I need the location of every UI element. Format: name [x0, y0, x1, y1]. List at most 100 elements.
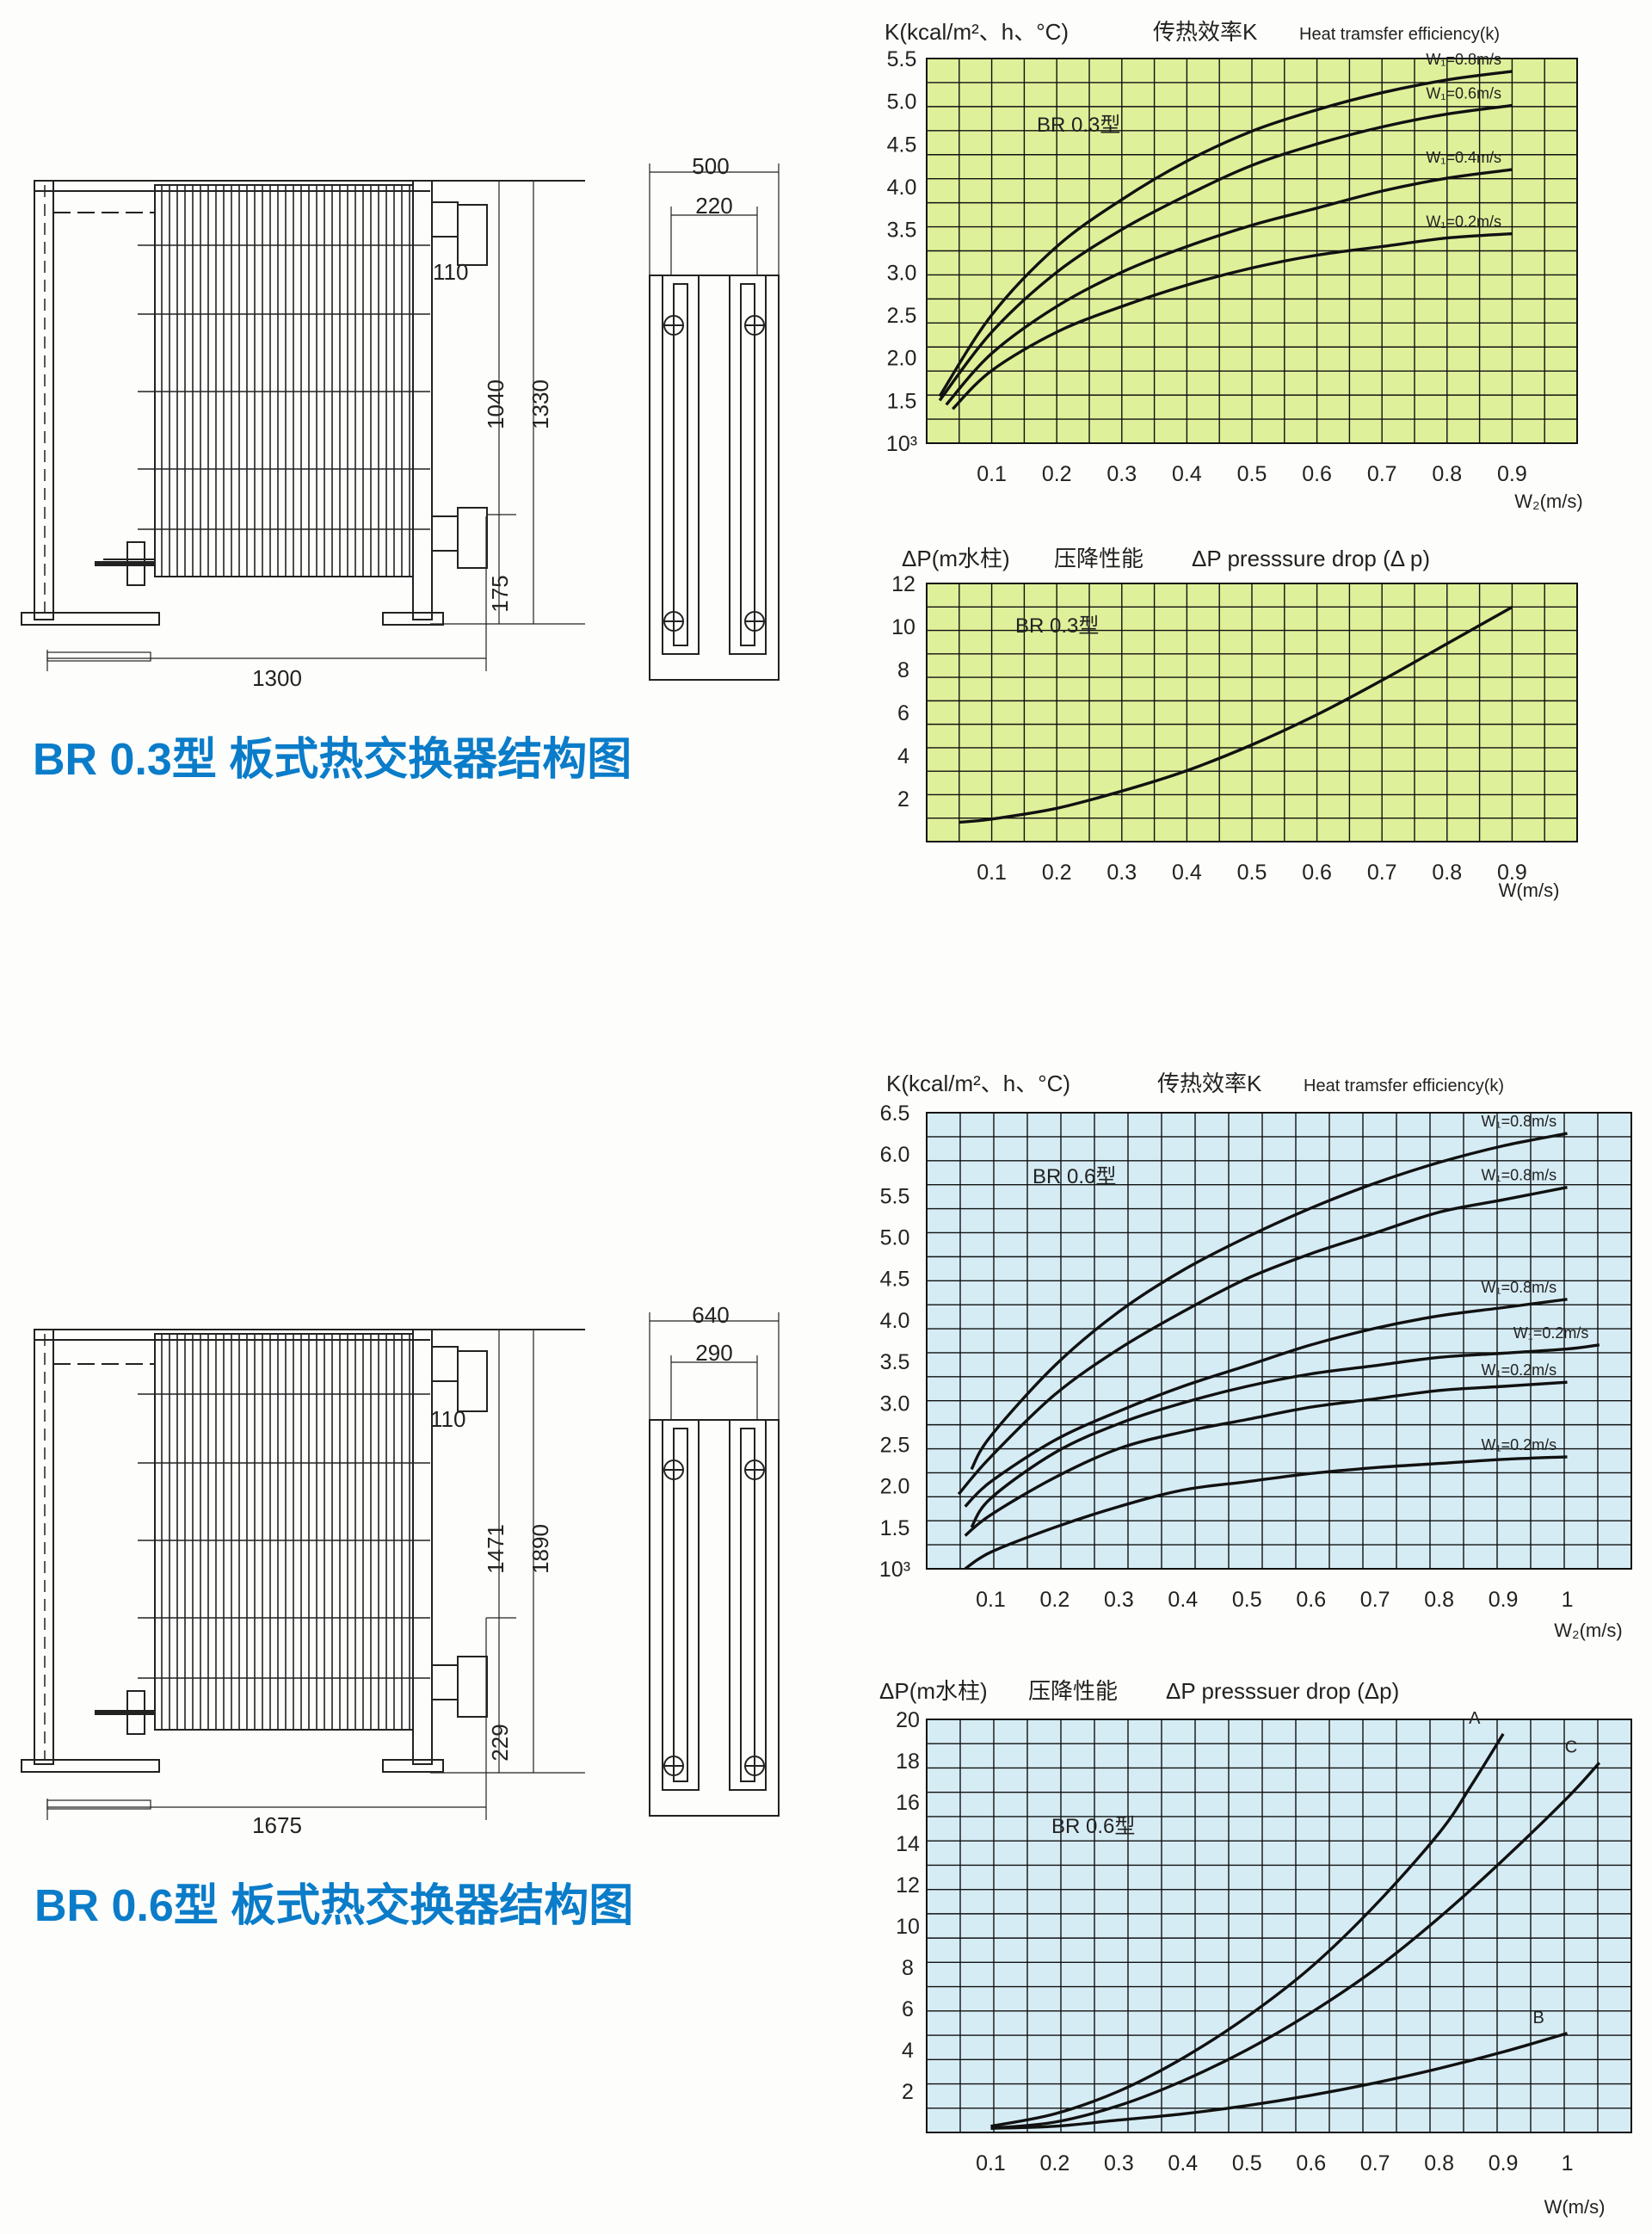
y-tick-label: 16	[896, 1791, 920, 1815]
x-tick-label: 1	[1562, 1588, 1574, 1612]
plate-pack	[154, 1333, 414, 1731]
series-line	[964, 1380, 1568, 1537]
x-tick-label: 0.8	[1432, 861, 1462, 885]
x-tick-label: 0.9	[1497, 462, 1527, 486]
x-tick-label: 1	[1562, 2151, 1574, 2175]
p-chart-br06: 0.1 0.2 0.3 0.4 0.5 0.6 0.7 0.8 0.9 1246810121416…	[896, 1708, 1632, 2175]
y-tick-label: 10	[896, 1915, 920, 1939]
dim-h-total: 1330	[527, 380, 553, 429]
y-tick-label: 6	[897, 701, 909, 725]
x-tick-label: 0.1	[977, 462, 1007, 486]
x-tick-label: 0.6	[1296, 2151, 1326, 2175]
k-chart-inner-label: BR 0.3型	[1037, 114, 1120, 137]
dim-width-top: 640	[692, 1302, 729, 1328]
y-tick-label: 4.5	[887, 133, 917, 157]
plot-area	[926, 1112, 1632, 1570]
y-tick-label: 3.5	[887, 219, 917, 243]
y-tick-label: 2.5	[880, 1433, 910, 1457]
series-line	[990, 1732, 1505, 2128]
structure-title-br03: BR 0.3型 板式热交换器结构图	[33, 735, 632, 785]
p-chart-br06-header: ΔP(m水柱) 压降性能 ΔP presssuer drop (Δp) W(m/…	[879, 1678, 1605, 2218]
dim-pipe: 110	[430, 1406, 465, 1432]
y-tick-label: 5.0	[880, 1226, 910, 1250]
series-label: W₁=0.8m/s	[1426, 51, 1501, 68]
y-tick-label: 20	[896, 1708, 920, 1732]
series-line	[938, 103, 1513, 402]
y-tick-label: 3.0	[880, 1392, 910, 1416]
x-tick-label: 0.2	[1042, 861, 1072, 885]
x-tick-label: 0.9	[1489, 2151, 1519, 2175]
structure-title-br06: BR 0.6型 板式热交换器结构图	[34, 1881, 633, 1931]
grid	[927, 59, 1577, 443]
p-chart-en-title: ΔP presssure drop (Δ p)	[1192, 546, 1430, 571]
series-line	[970, 1343, 1600, 1528]
series-label: W₁=0.4m/s	[1426, 149, 1501, 166]
structure-diagram-br06	[21, 1312, 780, 1820]
x-tick-label: 0.8	[1424, 2151, 1454, 2175]
y-tick-label: 8	[902, 1956, 914, 1980]
series-label: W₁=0.2m/s	[1482, 1436, 1557, 1453]
y-tick-label: 5.0	[887, 90, 917, 114]
x-tick-label: 0.3	[1106, 462, 1137, 486]
k-chart-br06: 0.1 0.2 0.3 0.4 0.5 0.6 0.7 0.8 0.9 1 10³ 1.5 2.0 2.5…	[879, 1102, 1632, 1612]
x-tick-label: 0.2	[1040, 2151, 1070, 2175]
y-tick-label: 14	[896, 1832, 920, 1856]
structure-diagram-br03	[21, 164, 780, 681]
dim-width-inner: 220	[695, 193, 732, 219]
y-tick-label: 4.0	[880, 1309, 910, 1333]
x-tick-label: 0.4	[1172, 462, 1202, 486]
dim-length: 1300	[252, 665, 302, 691]
y-tick-label: 3.5	[880, 1350, 910, 1374]
y-tick-label: 3.0	[887, 261, 917, 285]
x-tick-label: 0.5	[1232, 2151, 1262, 2175]
p-chart-inner-label: BR 0.6型	[1051, 1815, 1135, 1838]
dim-width-inner: 290	[695, 1340, 732, 1366]
x-tick-label: 0.8	[1424, 1588, 1454, 1612]
dim-h-inner: 1471	[483, 1524, 509, 1574]
y-tick-label: 2	[902, 2080, 914, 2104]
x-tick-label: 0.5	[1237, 462, 1267, 486]
series-label: A	[1469, 1709, 1481, 1728]
x-tick-label: 0.7	[1367, 861, 1397, 885]
y-tick-label: 2.0	[887, 347, 917, 371]
dim-length: 1675	[252, 1812, 302, 1838]
p-chart-ylabel: ΔP(m水柱)	[902, 546, 1010, 571]
x-tick-label: 0.2	[1040, 1588, 1070, 1612]
series-line	[990, 1762, 1601, 2130]
series-line	[990, 2032, 1568, 2130]
k-chart-en-title: Heat tramsfer efficiency(k)	[1299, 25, 1500, 44]
series-label: W₁=0.2m/s	[1482, 1361, 1557, 1379]
p-chart-cn-title: 压降性能	[1028, 1678, 1118, 1704]
x-tick-label: 0.3	[1106, 861, 1137, 885]
k-chart-cn-title: 传热效率K	[1153, 19, 1258, 45]
x-tick-label: 0.7	[1360, 1588, 1390, 1612]
series-label: W₁=0.2m/s	[1513, 1324, 1589, 1342]
x-tick-label: 0.9	[1497, 861, 1527, 885]
y-tick-label: 10³	[879, 1558, 910, 1582]
x-tick-label: 0.1	[977, 861, 1007, 885]
series-label: W₁=0.2m/s	[1426, 213, 1501, 231]
k-chart-ylabel: K(kcal/m²、h、°C)	[886, 1071, 1070, 1096]
dim-width-top: 500	[692, 153, 729, 179]
x-tick-label: 0.4	[1168, 2151, 1198, 2175]
x-tick-label: 0.2	[1042, 462, 1072, 486]
structure-dims-br06: 640 290 110 1471 1890 229 1675	[252, 1302, 733, 1838]
k-chart-br06-header: K(kcal/m²、h、°C) 传热效率K Heat tramsfer effi…	[886, 1071, 1623, 1641]
k-chart-en-title: Heat tramsfer efficiency(k)	[1304, 1077, 1504, 1095]
p-chart-xlabel: W(m/s)	[1544, 2196, 1606, 2218]
k-chart-br03: 0.1 0.2 0.3 0.4 0.5 0.6 0.7 0.8 0.9 10³ 1.5 2.0 2.5 3…	[886, 47, 1578, 486]
y-tick-label: 2	[897, 787, 909, 812]
y-tick-label: 18	[896, 1750, 920, 1774]
x-tick-label: 0.9	[1489, 1588, 1519, 1612]
series-label: W₁=0.6m/s	[1426, 85, 1501, 102]
k-chart-ylabel: K(kcal/m²、h、°C)	[885, 19, 1069, 45]
y-tick-label: 10	[891, 615, 915, 639]
x-tick-label: 0.6	[1296, 1588, 1326, 1612]
x-tick-label: 0.6	[1302, 861, 1332, 885]
k-chart-cn-title: 传热效率K	[1157, 1071, 1262, 1096]
x-tick-label: 0.4	[1172, 861, 1202, 885]
y-tick-label: 12	[896, 1873, 920, 1898]
p-chart-ylabel: ΔP(m水柱)	[879, 1678, 988, 1704]
side-view	[649, 1419, 780, 1817]
